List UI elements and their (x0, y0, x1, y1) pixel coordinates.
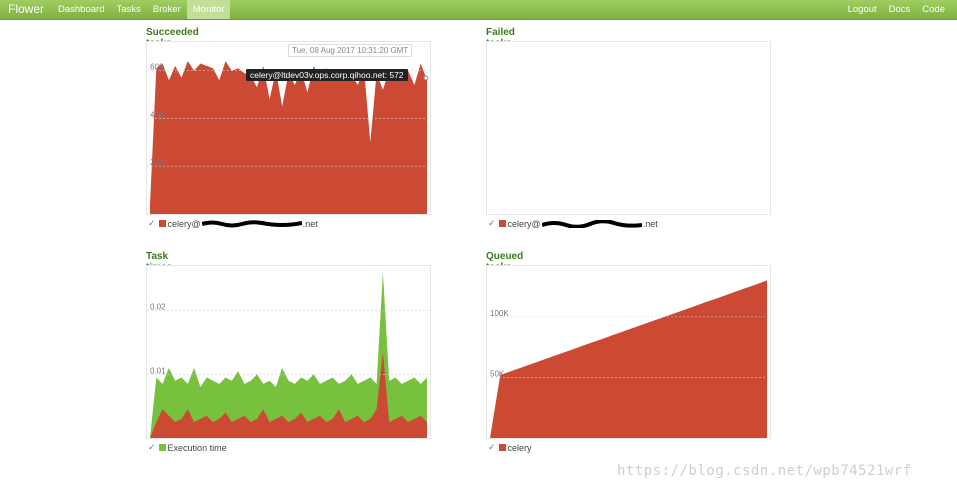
legend-label-suffix: .net (302, 218, 318, 229)
check-icon[interactable]: ✓ (488, 218, 496, 228)
nav-left: Dashboard Tasks Broker Monitor (52, 0, 231, 19)
navbar: Flower Dashboard Tasks Broker Monitor Lo… (0, 0, 957, 20)
redaction-scribble (201, 219, 302, 227)
legend-label: Execution time (167, 442, 227, 453)
legend-swatch (498, 444, 506, 451)
nav-broker[interactable]: Broker (152, 4, 181, 15)
watermark: https://blog.csdn.net/wpb74521wrf (617, 463, 912, 479)
succeeded-tasks-chart[interactable]: 200 400 600 (146, 41, 431, 215)
legend-label-prefix: celery@ (167, 218, 201, 229)
nav-dashboard[interactable]: Dashboard (58, 4, 105, 15)
series-area-execution-time (150, 272, 427, 438)
failed-tasks-chart[interactable] (486, 41, 771, 215)
series-area (150, 61, 427, 214)
succeeded-legend[interactable]: ✓ celery@ .net (148, 218, 318, 229)
queued-legend[interactable]: ✓ celery (488, 442, 532, 453)
nav-docs[interactable]: Docs (888, 4, 911, 15)
task-times-svg[interactable]: 0.01 0.02 (147, 266, 430, 438)
failed-legend[interactable]: ✓ celery@ .net (488, 218, 658, 229)
nav-logout[interactable]: Logout (847, 4, 877, 15)
y-tick-label: 0.02 (150, 303, 166, 312)
nav-right: Logout Docs Code (842, 0, 951, 19)
nav-monitor[interactable]: Monitor (186, 0, 231, 19)
succeeded-tasks-svg[interactable]: 200 400 600 (147, 42, 430, 214)
brand-logo[interactable]: Flower (8, 2, 45, 16)
legend-swatch (158, 444, 166, 451)
y-tick-label: 0.01 (150, 366, 166, 375)
y-tick-label: 50K (490, 369, 505, 378)
y-tick-label: 400 (150, 110, 164, 119)
redaction-scribble (541, 219, 642, 228)
legend-label-suffix: .net (642, 218, 658, 229)
legend-swatch (158, 220, 166, 227)
check-icon[interactable]: ✓ (148, 442, 156, 452)
legend-swatch (498, 220, 506, 227)
hover-point[interactable] (423, 75, 429, 81)
legend-label-prefix: celery@ (507, 218, 541, 229)
check-icon[interactable]: ✓ (148, 218, 156, 228)
check-icon[interactable]: ✓ (488, 442, 496, 452)
nav-code[interactable]: Code (922, 4, 945, 15)
task-times-legend[interactable]: ✓ Execution time (148, 442, 227, 453)
failed-tasks-svg[interactable] (487, 42, 770, 214)
y-tick-label: 200 (150, 158, 164, 167)
series-area (150, 352, 427, 438)
series-area-celery (490, 280, 767, 438)
hover-date-label: Tue, 08 Aug 2017 10:31:20 GMT (288, 44, 413, 57)
hover-tooltip: celery@ltdev03v.ops.corp.qihoo.net: 572 (246, 69, 408, 81)
nav-tasks[interactable]: Tasks (116, 4, 141, 15)
queued-tasks-chart[interactable]: 50K 100K (486, 265, 771, 439)
y-tick-label: 600 (150, 63, 164, 72)
y-tick-label: 100K (490, 309, 509, 318)
queued-tasks-svg[interactable]: 50K 100K (487, 266, 770, 438)
task-times-chart[interactable]: 0.01 0.02 (146, 265, 431, 439)
legend-label: celery (507, 442, 532, 453)
